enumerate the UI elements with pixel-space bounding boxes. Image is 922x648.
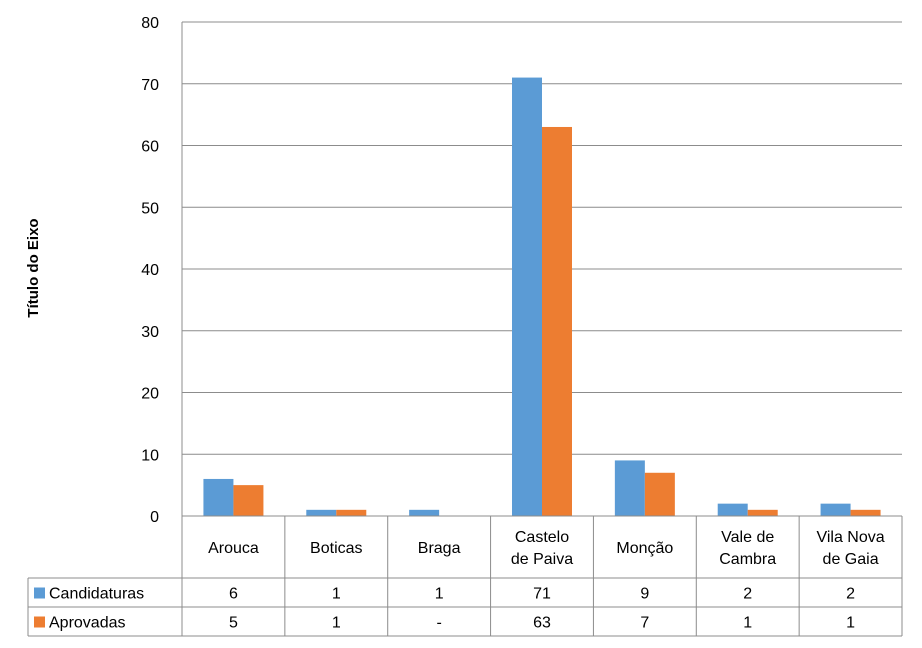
data-table-value: 9 [640, 586, 649, 603]
data-table-value: 2 [743, 586, 752, 603]
legend-entry: Candidaturas [49, 586, 144, 603]
y-tick-label: 30 [141, 324, 159, 341]
y-tick-label: 10 [141, 447, 159, 464]
y-tick-label: 70 [141, 77, 159, 94]
x-tick-label: Braga [418, 540, 461, 557]
data-table-value: - [436, 615, 441, 632]
y-axis-label: Título do Eixo [25, 218, 42, 317]
x-tick-label: Boticas [310, 540, 362, 557]
bar-candidaturas [203, 478, 234, 516]
data-table: Arouca Boticas Braga Castelo de Paiva Monção V… [27, 22, 903, 637]
data-table-value: 71 [533, 586, 551, 603]
y-axis-ticks: 0 10 20 30 40 50 60 70 80 [141, 15, 159, 526]
x-tick-label: Monção [616, 540, 673, 557]
data-table-value: 1 [332, 615, 341, 632]
x-tick-label: Vila Nova [816, 529, 884, 546]
bar-aprovadas [336, 509, 367, 516]
legend-swatch [34, 587, 45, 599]
y-tick-label: 80 [141, 15, 159, 32]
x-tick-label: de Gaia [823, 551, 879, 568]
y-tick-label: 60 [141, 139, 159, 156]
bar-aprovadas [644, 472, 675, 516]
data-table-value: 1 [743, 615, 752, 632]
data-table-value: 7 [640, 615, 649, 632]
bar-candidaturas [820, 503, 851, 516]
y-tick-label: 0 [150, 509, 159, 526]
data-table-value: 2 [846, 586, 855, 603]
x-tick-label: Arouca [208, 540, 259, 557]
x-tick-label: Castelo [515, 529, 569, 546]
bar-candidaturas [306, 509, 337, 516]
bar-aprovadas [850, 509, 881, 516]
legend-entry: Aprovadas [49, 615, 126, 632]
x-tick-label: de Paiva [511, 551, 573, 568]
bar-candidaturas [614, 460, 645, 516]
y-tick-label: 50 [141, 200, 159, 217]
bar-candidaturas [717, 503, 748, 516]
data-table-value: 1 [846, 615, 855, 632]
y-tick-label: 20 [141, 386, 159, 403]
data-table-value: 6 [229, 586, 238, 603]
bars [203, 77, 881, 516]
data-table-value: 1 [332, 586, 341, 603]
legend-swatch [34, 616, 45, 628]
bar-candidaturas [409, 509, 440, 516]
data-table-value: 5 [229, 615, 238, 632]
y-tick-label: 40 [141, 262, 159, 279]
bar-aprovadas [233, 485, 264, 516]
data-table-value: 1 [435, 586, 444, 603]
x-tick-label: Vale de [721, 529, 774, 546]
bar-candidaturas [512, 77, 542, 516]
data-table-value: 63 [533, 615, 551, 632]
x-tick-label: Cambra [719, 551, 776, 568]
bar-aprovadas [542, 126, 572, 516]
bar-aprovadas [747, 509, 778, 516]
